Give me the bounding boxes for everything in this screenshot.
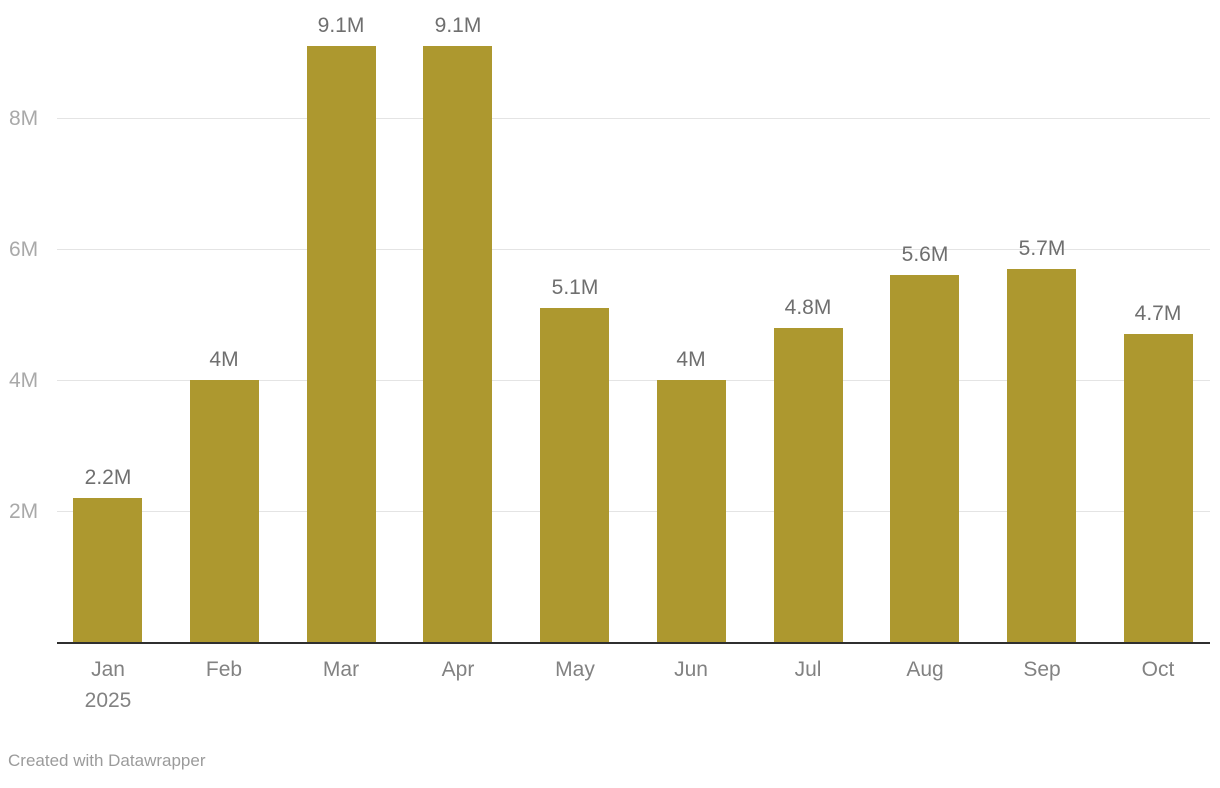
attribution-text: Created with Datawrapper: [8, 751, 206, 770]
x-tick-label-oct: Oct: [1141, 658, 1175, 681]
bar-may[interactable]: [540, 308, 609, 642]
value-label-mar: 9.1M: [317, 14, 365, 37]
value-label-sep: 5.7M: [1018, 237, 1066, 260]
bar-mar[interactable]: [307, 46, 376, 642]
bar-sep[interactable]: [1007, 269, 1076, 642]
x-tick-label-feb: Feb: [205, 658, 243, 681]
value-label-jan: 2.2M: [84, 466, 132, 489]
y-tick-label-4M: 4M: [9, 369, 39, 392]
x-tick-label-apr: Apr: [441, 658, 475, 681]
x-tick-label-sep: Sep: [1023, 658, 1061, 681]
bar-jul[interactable]: [774, 328, 843, 642]
gridline-6M: [57, 249, 1210, 250]
bar-feb[interactable]: [190, 380, 259, 642]
y-tick-label-8M: 8M: [9, 107, 39, 130]
value-label-jun: 4M: [676, 348, 706, 371]
gridline-2M: [57, 511, 1210, 512]
x-tick-label-jan: Jan 2025: [84, 658, 132, 712]
x-tick-label-mar: Mar: [322, 658, 360, 681]
bar-aug[interactable]: [890, 275, 959, 642]
x-tick-label-may: May: [555, 658, 595, 681]
value-label-may: 5.1M: [551, 276, 599, 299]
x-tick-label-aug: Aug: [906, 658, 944, 681]
gridline-8M: [57, 118, 1210, 119]
value-label-apr: 9.1M: [434, 14, 482, 37]
x-axis-baseline: [57, 642, 1210, 644]
value-label-aug: 5.6M: [901, 243, 949, 266]
value-label-feb: 4M: [209, 348, 239, 371]
bar-apr[interactable]: [423, 46, 492, 642]
bar-oct[interactable]: [1124, 334, 1193, 642]
y-tick-label-6M: 6M: [9, 238, 39, 261]
value-label-oct: 4.7M: [1134, 302, 1182, 325]
gridline-4M: [57, 380, 1210, 381]
x-tick-label-jul: Jul: [794, 658, 822, 681]
y-tick-label-2M: 2M: [9, 500, 39, 523]
value-label-jul: 4.8M: [784, 296, 832, 319]
bar-jan[interactable]: [73, 498, 142, 642]
bar-jun[interactable]: [657, 380, 726, 642]
x-tick-label-jun: Jun: [674, 658, 708, 681]
